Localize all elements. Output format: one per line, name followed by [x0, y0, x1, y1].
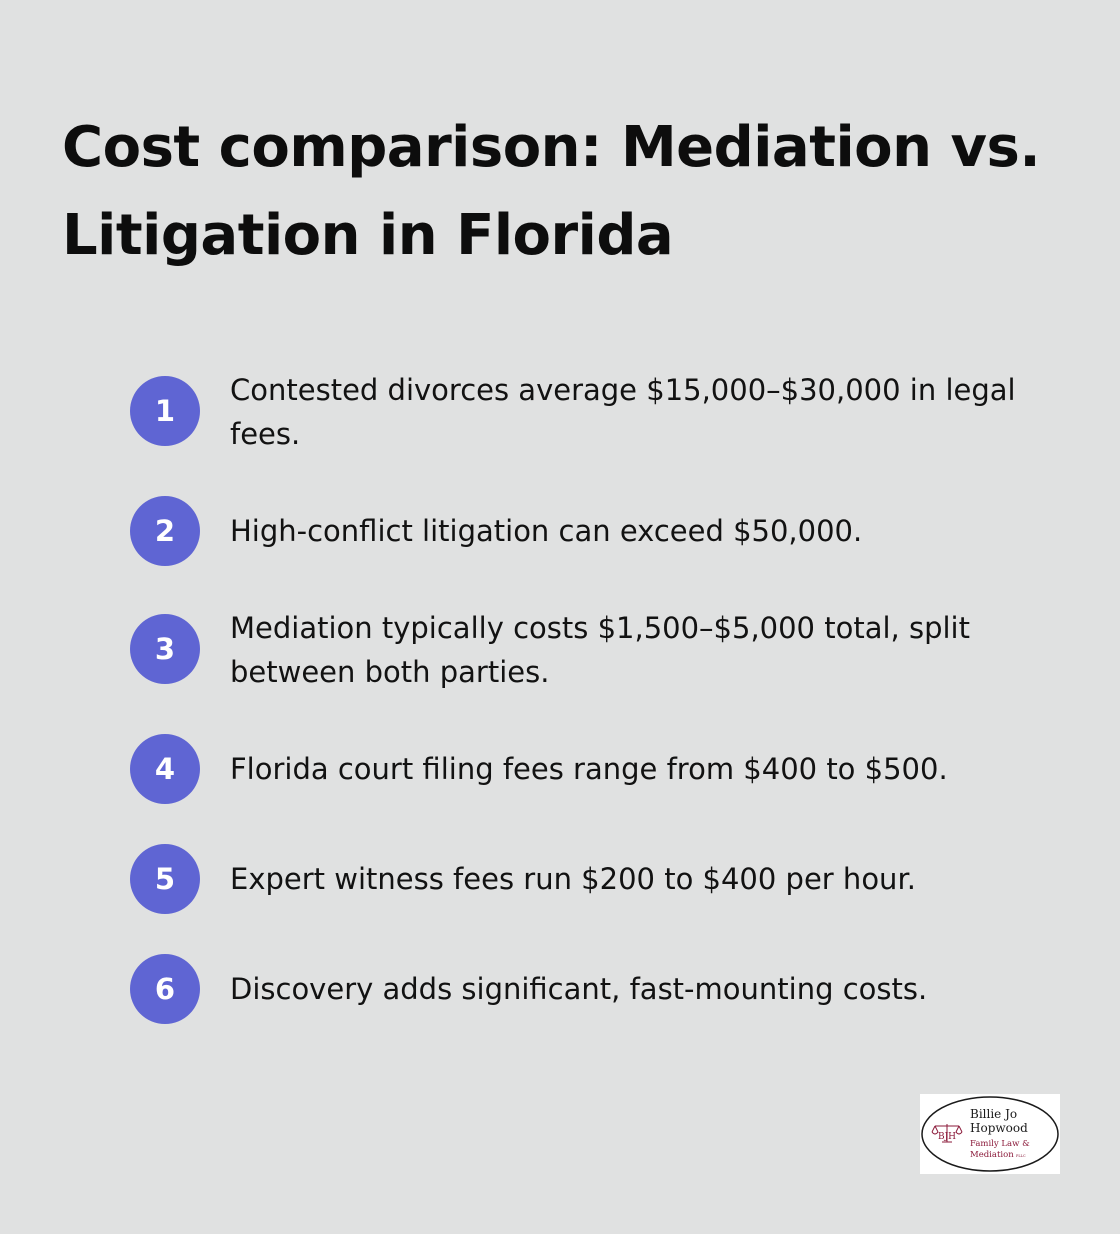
step-number-badge: 4	[130, 734, 200, 804]
logo-initials: BJH	[938, 1132, 956, 1142]
step-number-badge: 5	[130, 844, 200, 914]
list-item-text: Mediation typically costs $1,500–$5,000 …	[230, 611, 970, 689]
logo-line-3: Family Law &	[970, 1139, 1030, 1149]
list-item-text: High-conflict litigation can exceed $50,…	[230, 514, 863, 548]
step-number-badge: 3	[130, 614, 200, 684]
logo-line-2: Hopwood	[970, 1121, 1028, 1135]
step-number-badge: 6	[130, 954, 200, 1024]
list-item-text: Contested divorces average $15,000–$30,0…	[230, 373, 1016, 451]
list-item-text: Florida court filing fees range from $40…	[230, 752, 948, 786]
logo-line-4: Mediation	[970, 1150, 1014, 1160]
step-number-badge: 2	[130, 496, 200, 566]
list-item-text: Expert witness fees run $200 to $400 per…	[230, 862, 916, 896]
scales-icon	[931, 1124, 963, 1143]
page-title: Cost comparison: Mediation vs. Litigatio…	[62, 115, 1041, 268]
step-number-badge: 1	[130, 376, 200, 446]
firm-logo-graphic: BJH Billie Jo Hopwood Family Law & Media…	[921, 1096, 1059, 1172]
list-item-text: Discovery adds significant, fast-mountin…	[230, 972, 928, 1006]
firm-logo: BJH Billie Jo Hopwood Family Law & Media…	[920, 1094, 1060, 1174]
logo-suffix: PLLC	[1016, 1154, 1026, 1158]
logo-line-1: Billie Jo	[970, 1107, 1017, 1121]
